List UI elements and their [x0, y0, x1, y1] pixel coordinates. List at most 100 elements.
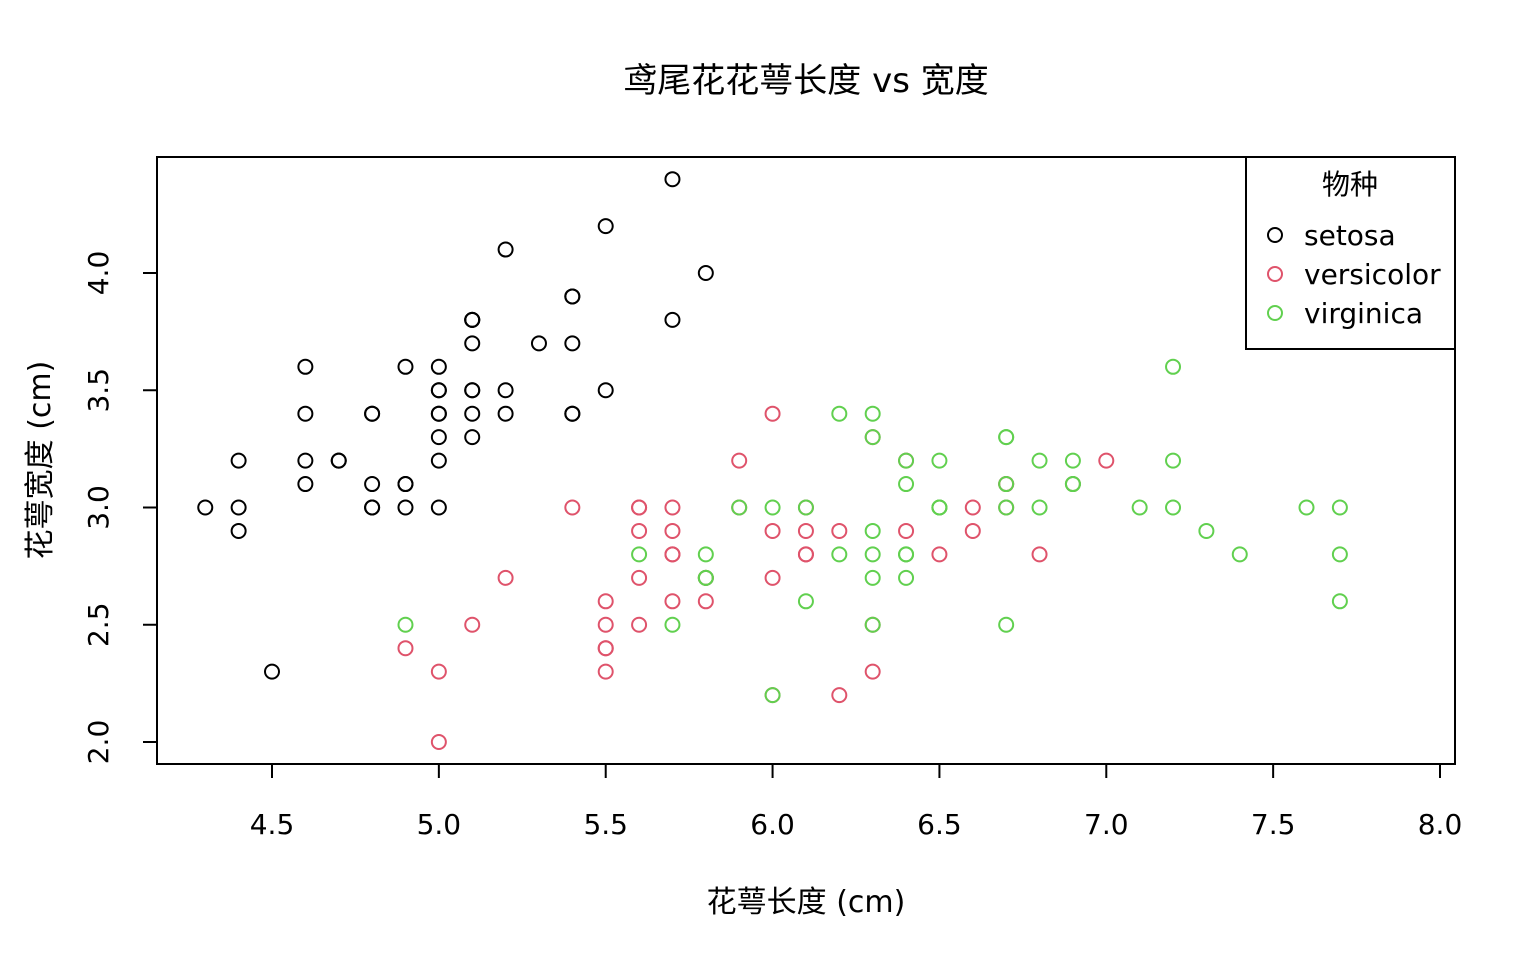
y-tick-label: 3.0 — [82, 485, 115, 530]
point-virginica — [631, 546, 648, 563]
point-versicolor — [864, 663, 881, 680]
point-versicolor — [931, 546, 948, 563]
point-versicolor — [797, 522, 814, 539]
point-setosa — [564, 405, 581, 422]
point-versicolor — [631, 522, 648, 539]
point-versicolor — [597, 640, 614, 657]
point-virginica — [931, 452, 948, 469]
point-setosa — [664, 311, 681, 328]
point-virginica — [1064, 476, 1081, 493]
point-versicolor — [831, 522, 848, 539]
point-virginica — [797, 499, 814, 516]
point-setosa — [464, 405, 481, 422]
point-virginica — [931, 499, 948, 516]
point-setosa — [264, 663, 280, 680]
point-setosa — [397, 499, 414, 516]
point-virginica — [998, 429, 1015, 446]
point-virginica — [697, 546, 714, 563]
point-versicolor — [430, 663, 447, 680]
point-versicolor — [430, 734, 447, 750]
point-setosa — [397, 476, 414, 493]
point-versicolor — [664, 522, 681, 539]
point-virginica — [864, 546, 881, 563]
point-virginica — [898, 546, 915, 563]
point-setosa — [597, 382, 614, 399]
point-setosa — [397, 358, 414, 375]
point-virginica — [731, 499, 748, 516]
point-virginica — [1165, 499, 1182, 516]
x-tick-label: 5.0 — [417, 808, 462, 841]
point-setosa — [230, 499, 247, 516]
point-virginica — [397, 616, 414, 633]
point-virginica — [1198, 522, 1215, 539]
point-versicolor — [664, 593, 681, 610]
point-virginica — [998, 499, 1015, 516]
point-versicolor — [597, 663, 614, 680]
point-versicolor — [631, 569, 648, 586]
point-versicolor — [664, 546, 681, 563]
point-setosa — [430, 452, 447, 469]
point-setosa — [297, 405, 314, 422]
point-virginica — [1031, 452, 1048, 469]
x-axis: 4.5 5.0 5.5 6.0 6.5 7.0 7.5 8.0 — [250, 763, 1462, 841]
point-versicolor — [597, 616, 614, 633]
point-setosa — [430, 358, 447, 375]
legend-label-setosa: setosa — [1304, 219, 1396, 252]
point-versicolor — [597, 593, 614, 610]
point-versicolor — [564, 499, 581, 516]
point-virginica — [1064, 452, 1081, 469]
point-virginica — [1331, 499, 1348, 516]
point-versicolor — [764, 522, 781, 539]
point-setosa — [664, 171, 681, 188]
x-axis-label: 花萼长度 (cm) — [707, 885, 906, 920]
legend: 物种 setosa versicolor virginica — [1245, 156, 1456, 350]
point-versicolor — [1031, 546, 1048, 563]
point-virginica — [864, 569, 881, 586]
point-virginica — [1031, 499, 1048, 516]
point-versicolor — [1098, 452, 1115, 469]
point-virginica — [898, 476, 915, 493]
point-setosa — [564, 335, 581, 352]
x-tick-label: 6.0 — [750, 808, 795, 841]
point-setosa — [530, 335, 547, 352]
point-versicolor — [898, 522, 915, 539]
point-setosa — [430, 429, 447, 446]
point-virginica — [864, 616, 881, 633]
data-points — [197, 171, 1415, 750]
point-versicolor — [964, 522, 981, 539]
point-versicolor — [631, 499, 648, 516]
chart-title: 鸢尾花花萼长度 vs 宽度 — [623, 61, 988, 101]
point-virginica — [1231, 546, 1248, 563]
point-virginica — [831, 546, 848, 563]
x-tick-label: 7.0 — [1084, 808, 1129, 841]
x-tick-label: 7.5 — [1251, 808, 1296, 841]
point-setosa — [430, 382, 447, 399]
point-virginica — [898, 452, 915, 469]
point-setosa — [497, 405, 514, 422]
point-virginica — [1331, 546, 1348, 563]
point-setosa — [464, 429, 481, 446]
point-versicolor — [964, 499, 981, 516]
point-virginica — [1331, 593, 1348, 610]
point-versicolor — [631, 616, 648, 633]
point-setosa — [364, 499, 381, 516]
point-setosa — [197, 499, 214, 516]
point-setosa — [297, 476, 314, 493]
y-tick-label: 3.5 — [82, 368, 115, 413]
point-versicolor — [764, 569, 781, 586]
point-setosa — [430, 405, 447, 422]
point-virginica — [998, 616, 1015, 633]
y-tick-label: 4.0 — [82, 251, 115, 296]
y-axis-label: 花萼宽度 (cm) — [23, 361, 58, 560]
legend-label-versicolor: versicolor — [1304, 258, 1441, 291]
point-virginica — [1165, 452, 1182, 469]
point-setosa — [464, 382, 481, 399]
point-virginica — [998, 476, 1015, 493]
point-versicolor — [664, 499, 681, 516]
legend-title: 物种 — [1322, 168, 1378, 201]
x-tick-label: 6.5 — [917, 808, 962, 841]
point-virginica — [764, 499, 781, 516]
y-tick-label: 2.5 — [82, 602, 115, 647]
point-setosa — [497, 241, 514, 258]
